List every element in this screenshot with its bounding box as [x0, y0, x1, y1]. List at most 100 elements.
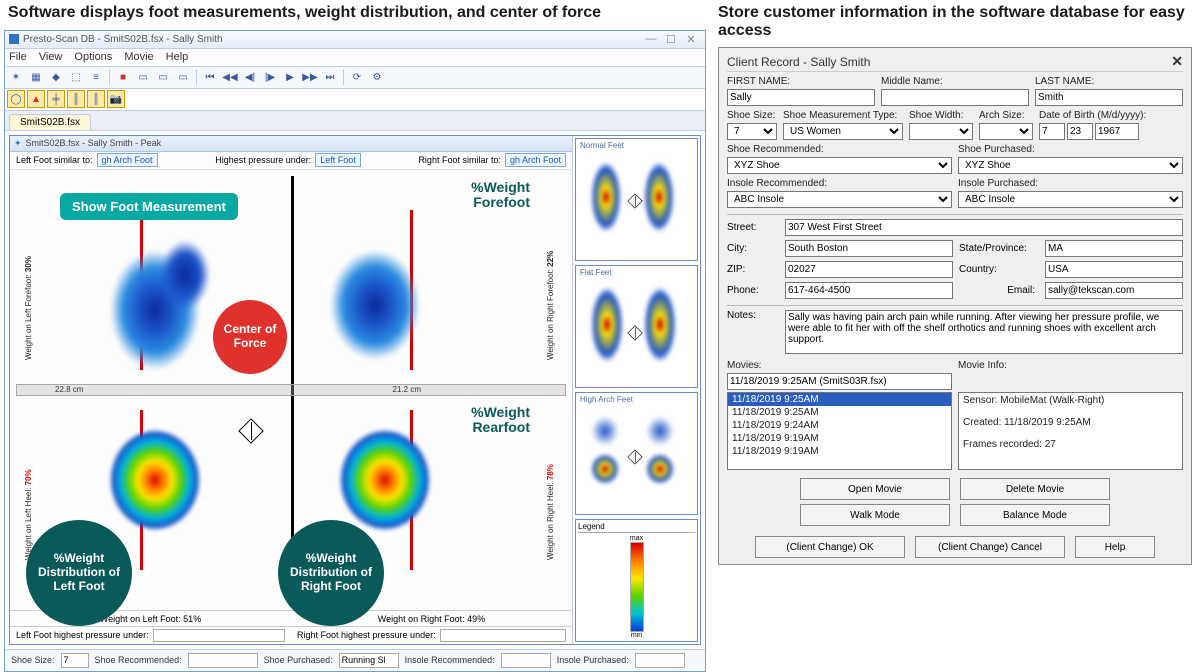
status-insole-rec[interactable] — [501, 653, 551, 668]
status-shoe-rec[interactable] — [188, 653, 258, 668]
tool-icon[interactable]: ▦ — [27, 68, 45, 86]
street-input[interactable] — [785, 219, 1183, 236]
tool-icon[interactable]: ⚙ — [368, 68, 386, 86]
toolbar-1: ✶ ▦ ◆ ⬚ ≡ ■ ▭ ▭ ▭ ⏮ ◀◀ ◀| |▶ ▶ ▶▶ ⏭ ⟳ ⚙ — [5, 67, 705, 89]
balance-mode-button[interactable]: Balance Mode — [960, 504, 1110, 526]
insole-rec-select[interactable]: ABC Insole — [727, 191, 952, 208]
meas-type-select[interactable]: US Women — [783, 123, 903, 140]
menu-options[interactable]: Options — [74, 51, 112, 63]
menu-bar: File View Options Movie Help — [5, 49, 705, 67]
play-last-icon[interactable]: ⏭ — [321, 68, 339, 86]
tool-icon[interactable]: ⟳ — [348, 68, 366, 86]
menu-file[interactable]: File — [9, 51, 27, 63]
tool-icon[interactable]: ◆ — [47, 68, 65, 86]
tool-icon[interactable]: ▭ — [174, 68, 192, 86]
hp-under-select[interactable]: Left Foot — [315, 153, 361, 167]
window-title: Presto-Scan DB - SmitS02B.fsx - Sally Sm… — [23, 34, 223, 45]
menu-view[interactable]: View — [39, 51, 63, 63]
help-button[interactable]: Help — [1075, 536, 1155, 558]
menu-movie[interactable]: Movie — [124, 51, 153, 63]
open-movie-button[interactable]: Open Movie — [800, 478, 950, 500]
state-input[interactable] — [1045, 240, 1183, 257]
city-input[interactable] — [785, 240, 953, 257]
rf-similar-label: Right Foot similar to: — [418, 155, 501, 165]
status-insole-pur[interactable] — [635, 653, 685, 668]
step-fwd-icon[interactable]: |▶ — [261, 68, 279, 86]
rf-similar-select[interactable]: gh Arch Foot — [505, 153, 566, 167]
press-right-input[interactable] — [440, 629, 566, 642]
tool-icon[interactable]: ║ — [67, 90, 85, 108]
tool-icon[interactable]: ✶ — [7, 68, 25, 86]
thumb-flat[interactable]: Flat Feet — [575, 265, 698, 388]
tool-icon[interactable]: ║ — [87, 90, 105, 108]
scan-title: ✦ SmitS02B.fsx - Sally Smith - Peak — [10, 136, 572, 152]
app-icon — [9, 34, 19, 44]
lf-similar-select[interactable]: gh Arch Foot — [97, 153, 158, 167]
movie-info: Sensor: MobileMat (Walk-Right) Created: … — [958, 392, 1183, 470]
shoe-width-select[interactable] — [909, 123, 973, 140]
annot-center-force: Center of Force — [213, 300, 287, 374]
ok-button[interactable]: (Client Change) OK — [755, 536, 905, 558]
menu-help[interactable]: Help — [166, 51, 189, 63]
shoe-pur-select[interactable]: XYZ Shoe — [958, 157, 1183, 174]
movie-list[interactable]: 11/18/2019 9:25AM 11/18/2019 9:25AM 11/1… — [727, 392, 952, 470]
walk-mode-button[interactable]: Walk Mode — [800, 504, 950, 526]
notes-textarea[interactable]: Sally was having pain arch pain while ru… — [785, 310, 1183, 354]
first-name-input[interactable] — [727, 89, 875, 106]
movie-selected-input[interactable] — [727, 373, 952, 390]
dob-day-input[interactable] — [1067, 123, 1093, 140]
tool-icon[interactable]: ◯ — [7, 90, 25, 108]
tool-icon[interactable]: ▲ — [27, 90, 45, 108]
arch-size-select[interactable] — [979, 123, 1033, 140]
email-input[interactable] — [1045, 282, 1183, 299]
play-next-icon[interactable]: ▶▶ — [301, 68, 319, 86]
dob-year-input[interactable] — [1095, 123, 1139, 140]
annot-dist-right: %Weight Distribution of Right Foot — [278, 520, 384, 626]
tool-icon[interactable]: ≡ — [87, 68, 105, 86]
list-item: 11/18/2019 9:25AM — [728, 406, 951, 419]
cancel-button[interactable]: (Client Change) Cancel — [915, 536, 1065, 558]
country-input[interactable] — [1045, 261, 1183, 278]
status-shoe-pur[interactable] — [339, 653, 399, 668]
minimize-button[interactable]: — — [641, 33, 661, 45]
thumb-higharch[interactable]: High Arch Feet — [575, 392, 698, 515]
camera-icon[interactable]: 📷 — [107, 90, 125, 108]
shoe-rec-select[interactable]: XYZ Shoe — [727, 157, 952, 174]
left-header: Software displays foot measurements, wei… — [0, 0, 710, 26]
play-prev-icon[interactable]: ◀◀ — [221, 68, 239, 86]
shoe-size-select[interactable]: 7 — [727, 123, 777, 140]
annot-rearfoot: %Weight Rearfoot — [430, 405, 530, 436]
dob-month-input[interactable] — [1039, 123, 1065, 140]
tool-icon[interactable]: ╪ — [47, 90, 65, 108]
thumb-normal[interactable]: Normal Feet — [575, 138, 698, 261]
close-button[interactable]: ✕ — [681, 33, 701, 46]
annot-forefoot: %Weight Forefoot — [430, 180, 530, 211]
play-first-icon[interactable]: ⏮ — [201, 68, 219, 86]
dialog-title: Client Record - Sally Smith — [727, 55, 870, 69]
middle-name-input[interactable] — [881, 89, 1029, 106]
measure-right: 21.2 cm — [393, 385, 421, 394]
tool-icon[interactable]: ▭ — [134, 68, 152, 86]
tool-icon[interactable]: ▭ — [154, 68, 172, 86]
tab-strip: SmitS02B.fsx — [5, 111, 705, 131]
phone-input[interactable] — [785, 282, 953, 299]
insole-pur-select[interactable]: ABC Insole — [958, 191, 1183, 208]
play-icon[interactable]: ▶ — [281, 68, 299, 86]
legend: Legend max min — [575, 519, 698, 642]
tool-icon[interactable]: ■ — [114, 68, 132, 86]
right-header: Store customer information in the softwa… — [710, 0, 1200, 43]
press-left-label: Left Foot highest pressure under: — [16, 630, 149, 640]
file-tab[interactable]: SmitS02B.fsx — [9, 114, 91, 130]
press-left-input[interactable] — [153, 629, 285, 642]
status-shoe-size[interactable] — [61, 653, 89, 668]
tool-icon[interactable]: ⬚ — [67, 68, 85, 86]
step-back-icon[interactable]: ◀| — [241, 68, 259, 86]
maximize-button[interactable]: ☐ — [661, 33, 681, 46]
zip-input[interactable] — [785, 261, 953, 278]
client-dialog: Client Record - Sally Smith ✕ FIRST NAME… — [718, 47, 1192, 565]
last-name-input[interactable] — [1035, 89, 1183, 106]
press-right-label: Right Foot highest pressure under: — [297, 630, 436, 640]
dialog-close-icon[interactable]: ✕ — [1171, 53, 1183, 70]
delete-movie-button[interactable]: Delete Movie — [960, 478, 1110, 500]
list-item: 11/18/2019 9:19AM — [728, 432, 951, 445]
